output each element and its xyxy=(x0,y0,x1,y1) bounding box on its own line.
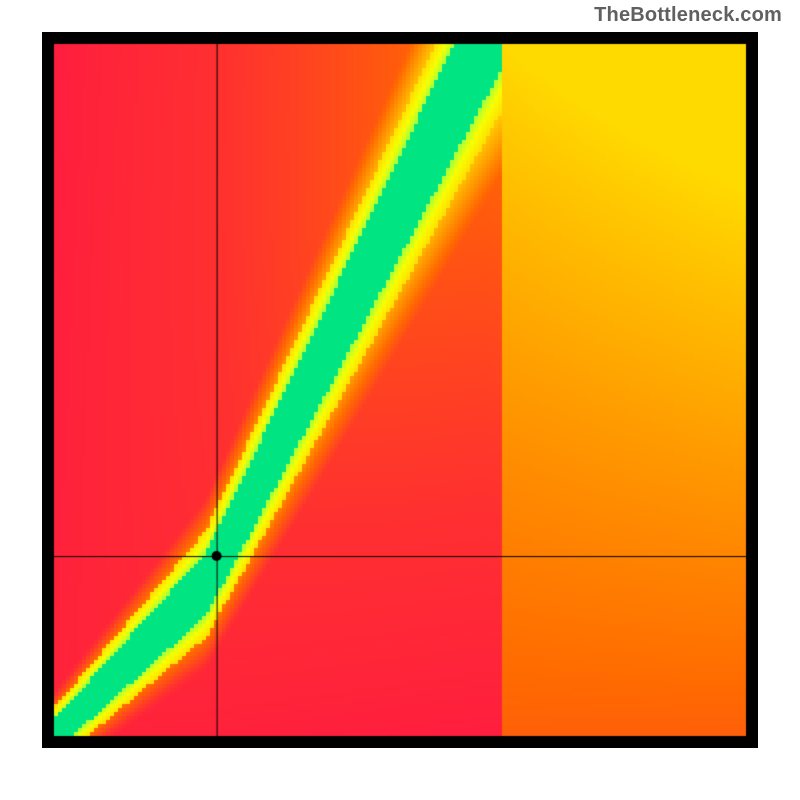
heatmap-plot xyxy=(42,32,758,748)
attribution-text: TheBottleneck.com xyxy=(594,4,782,27)
chart-container: TheBottleneck.com xyxy=(0,0,800,800)
heatmap-canvas xyxy=(42,32,758,748)
